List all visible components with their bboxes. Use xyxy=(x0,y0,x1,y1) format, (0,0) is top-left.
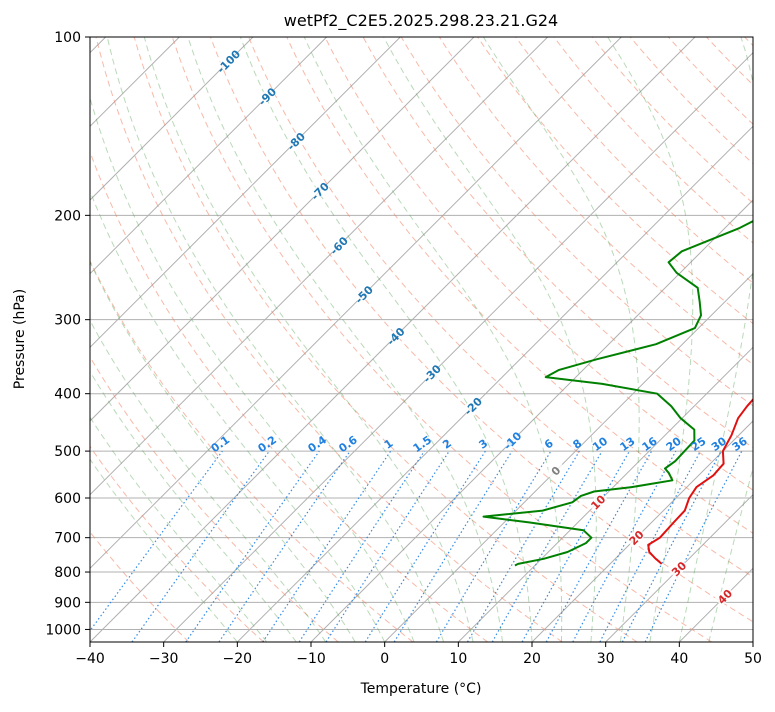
isotherm-line xyxy=(0,37,253,642)
mixing-ratio-line xyxy=(522,451,629,642)
y-axis-ticks: 100 200 300 400 500 600 700 800 900 1000 xyxy=(45,30,90,638)
mixing-ratio-label: 0.4 xyxy=(306,433,330,455)
dry-adiabat-line xyxy=(668,37,775,642)
mixing-ratio-label: 6 xyxy=(542,437,556,452)
isotherm-label: 10 xyxy=(588,492,608,512)
dry-adiabat-line xyxy=(0,37,189,642)
moist-adiabat-line xyxy=(709,37,775,642)
line-labels: 0.10.20.40.611.52346810131620253036-100-… xyxy=(209,47,750,607)
x-tick-label: 50 xyxy=(744,651,762,667)
mixing-ratio-line xyxy=(326,451,449,642)
x-tick-label: 0 xyxy=(380,651,389,667)
isotherm-line xyxy=(0,37,327,642)
x-axis-label: Temperature (°C) xyxy=(360,681,482,697)
dry-adiabat-line xyxy=(58,37,488,642)
x-tick-label: −20 xyxy=(223,651,253,667)
x-tick-label: 40 xyxy=(670,651,688,667)
y-tick-label: 300 xyxy=(54,313,81,329)
mixing-ratio-label: 1.5 xyxy=(411,433,434,455)
mixing-ratio-line xyxy=(365,451,485,642)
moist-adiabat-line xyxy=(144,37,473,642)
x-tick-label: 20 xyxy=(523,651,541,667)
isotherm-line xyxy=(753,37,775,642)
dry-adiabat-line xyxy=(707,37,775,642)
mixing-ratio-line xyxy=(468,451,580,642)
isotherm-label: 40 xyxy=(715,587,735,607)
mixing-ratio-label: 2 xyxy=(440,437,454,452)
mixing-ratio-line xyxy=(600,451,701,642)
series-layer xyxy=(484,37,775,566)
moist-adiabat-line xyxy=(483,37,639,642)
isotherm-line xyxy=(164,37,769,642)
x-axis-ticks: −40 −30 −20 −10 0 10 20 30 40 50 xyxy=(75,642,762,667)
y-tick-label: 500 xyxy=(54,444,81,460)
y-axis-label: Pressure (hPa) xyxy=(12,289,28,389)
isotherm-line xyxy=(385,37,775,642)
dry-adiabat-line xyxy=(745,37,775,642)
chart-title: wetPf2_C2E5.2025.298.23.21.G24 xyxy=(284,11,558,31)
isotherm-label: -100 xyxy=(215,47,244,76)
isotherm-label: -50 xyxy=(353,283,376,306)
moist-adiabat-line xyxy=(0,37,237,642)
y-tick-label: 600 xyxy=(54,491,81,507)
mixing-ratio-label: 0.1 xyxy=(209,433,232,455)
isotherm-line xyxy=(0,37,474,642)
x-tick-label: 30 xyxy=(597,651,615,667)
dry-adiabat-line xyxy=(0,37,264,642)
moist-adiabat-line xyxy=(304,37,561,642)
isotherm-line xyxy=(16,37,621,642)
moist-adiabat-line xyxy=(608,37,693,642)
isotherm-line xyxy=(679,37,775,642)
y-tick-label: 400 xyxy=(54,387,81,403)
mixing-ratio-line xyxy=(299,451,424,642)
dry-adiabat-line xyxy=(516,37,775,642)
dry-adiabat-line xyxy=(554,37,775,642)
y-tick-label: 1000 xyxy=(45,622,81,638)
y-tick-label: 100 xyxy=(54,30,81,46)
y-tick-label: 800 xyxy=(54,565,81,581)
mixing-ratio-line xyxy=(219,451,350,642)
y-tick-label: 700 xyxy=(54,531,81,547)
isotherm-label: -90 xyxy=(256,85,279,108)
mixing-ratio-line xyxy=(82,451,223,642)
x-tick-label: 10 xyxy=(449,651,467,667)
plot-frame xyxy=(90,37,753,642)
mixing-ratio-line xyxy=(573,451,676,642)
dry-adiabat-line xyxy=(20,37,413,642)
dry-adiabat-line xyxy=(0,37,338,642)
moist-adiabat-line xyxy=(23,37,356,642)
isotherm-line xyxy=(0,37,400,642)
isotherm-line xyxy=(458,37,775,642)
x-tick-label: −10 xyxy=(296,651,326,667)
isotherm-line xyxy=(311,37,775,642)
temperature-profile-line xyxy=(648,37,775,564)
dry-adiabat-line xyxy=(592,37,775,642)
mixing-ratio-line xyxy=(263,451,391,642)
mixing-ratio-label: 0.6 xyxy=(336,433,360,455)
isotherm-label: 30 xyxy=(669,559,689,579)
x-tick-label: −30 xyxy=(149,651,179,667)
dewpoint-profile-line xyxy=(484,37,775,566)
y-tick-label: 200 xyxy=(54,208,81,224)
isotherm-line xyxy=(237,37,775,642)
moist-adiabat-line xyxy=(188,37,503,642)
y-tick-label: 900 xyxy=(54,595,81,611)
x-tick-label: −40 xyxy=(75,651,105,667)
